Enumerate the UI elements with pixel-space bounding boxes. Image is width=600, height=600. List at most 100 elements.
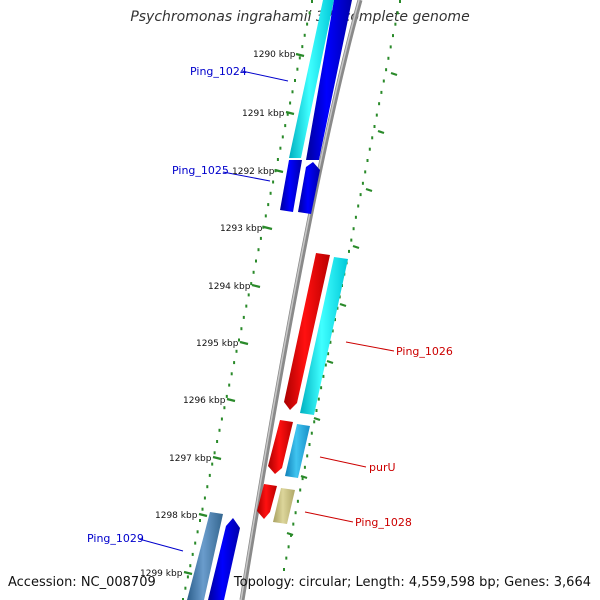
ruler-dot	[206, 485, 209, 489]
leader-Ping_1025	[222, 171, 271, 182]
ruler-dot	[203, 496, 206, 500]
map-title: Psychromonas ingrahamii 37, complete gen…	[130, 9, 470, 25]
leader-purU	[319, 456, 367, 468]
ruler-dot	[350, 238, 353, 242]
ruler-dot	[245, 304, 248, 308]
genome-backbone-highlight	[240, 0, 360, 600]
ruler-dot	[299, 488, 302, 492]
ruler-dot	[233, 361, 236, 365]
ruler-dot	[242, 315, 245, 319]
ruler-tick	[295, 52, 305, 58]
ruler-dot	[272, 180, 275, 184]
ruler-dot	[235, 349, 238, 353]
gene-Ping_1026[interactable]	[284, 253, 348, 415]
ruler-tick	[251, 283, 261, 289]
gene-label-Ping_1026[interactable]: Ping_1026	[396, 345, 453, 358]
ruler-dot	[281, 135, 284, 139]
ruler-dot	[216, 440, 219, 443]
ruler-dot	[322, 374, 325, 378]
gene-Ping_1024-gene[interactable]	[306, 0, 352, 160]
ruler-dot	[269, 191, 272, 195]
ruler-dot	[182, 598, 184, 600]
accession-text: Accession: NC_008709	[8, 575, 156, 590]
ruler-dot	[296, 499, 299, 503]
ruler-dot	[336, 306, 339, 310]
ruler-dot	[208, 473, 211, 477]
ruler-tick	[377, 129, 385, 135]
ruler-dot	[324, 363, 327, 367]
ruler-dot	[392, 34, 394, 38]
ruler-tick	[300, 474, 308, 480]
ruler-dot	[313, 420, 316, 424]
gene-label-Ping_1025[interactable]: Ping_1025	[172, 164, 229, 177]
ruler-dot	[252, 270, 255, 274]
gene-label-Ping_1029[interactable]: Ping_1029	[87, 532, 144, 545]
ruler-dot	[308, 11, 311, 15]
gene-Ping_1026-gene[interactable]	[300, 257, 348, 415]
ruler-label: 1296 kbp	[183, 396, 226, 406]
gene-Ping_1029-cds[interactable]	[187, 512, 223, 600]
ruler-tick	[285, 110, 295, 116]
ruler-dot	[223, 406, 226, 410]
ruler-dot	[279, 146, 282, 150]
ruler-dot	[311, 0, 313, 3]
ruler-dot	[189, 564, 192, 568]
ruler-dot	[378, 102, 381, 106]
gene-Ping_1024[interactable]	[289, 0, 352, 160]
ruler-tick	[274, 168, 284, 174]
gene-Ping_1029[interactable]	[187, 512, 240, 600]
ruler-tick	[263, 225, 273, 231]
gene-Ping_1028-cds[interactable]	[257, 484, 277, 519]
ruler-dot	[291, 90, 294, 94]
ruler-major-ticks	[183, 52, 398, 576]
ruler-tick	[326, 359, 334, 365]
ruler-dot	[315, 409, 318, 412]
ruler-dot	[306, 454, 309, 458]
gene-Ping_1024-cds[interactable]	[289, 0, 334, 158]
ruler-dot	[359, 193, 362, 197]
ruler-labels: 1290 kbp 1291 kbp 1292 kbp 1293 kbp 1294…	[140, 50, 296, 579]
ruler-dot	[301, 477, 304, 481]
ruler-dot	[257, 248, 260, 252]
gene-purU-cds[interactable]	[268, 420, 293, 474]
gene-purU[interactable]	[268, 420, 310, 478]
ruler-dot	[262, 225, 265, 229]
gene-label-Ping_1024[interactable]: Ping_1024	[190, 65, 247, 78]
ruler-dot	[348, 249, 350, 253]
ruler-dot	[331, 329, 334, 333]
ruler-dot	[385, 68, 388, 72]
ruler-dot	[320, 386, 323, 390]
gene-Ping_1029-gene[interactable]	[208, 518, 240, 600]
ruler-dot	[394, 22, 397, 26]
ruler-dot	[184, 586, 187, 590]
ruler-tick	[365, 187, 373, 193]
ruler-dot	[240, 327, 243, 331]
gene-Ping_1025-gene[interactable]	[298, 162, 320, 214]
ruler-dot	[284, 124, 287, 128]
gene-Ping_1025-cds[interactable]	[280, 160, 302, 212]
ruler-label: 1292 kbp	[232, 167, 275, 177]
leader-Ping_1026	[345, 341, 395, 352]
ruler-tick	[286, 531, 294, 537]
gene-Ping_1025[interactable]	[280, 160, 320, 214]
gene-purU-gene[interactable]	[285, 424, 310, 478]
ruler-dot	[352, 227, 355, 231]
ruler-dot	[294, 79, 296, 82]
ruler-dot	[317, 397, 320, 401]
ruler-label: 1297 kbp	[169, 454, 212, 464]
gene-Ping_1028[interactable]	[257, 484, 295, 524]
gene-Ping_1028-gene[interactable]	[273, 488, 295, 524]
ruler-tick	[198, 512, 208, 518]
ruler-label: 1293 kbp	[220, 224, 263, 234]
gene-label-purU[interactable]: purU	[369, 461, 396, 474]
gene-label-Ping_1028[interactable]: Ping_1028	[355, 516, 412, 529]
ruler-dot	[283, 568, 285, 571]
gene-Ping_1026-cds[interactable]	[284, 253, 330, 410]
ruler-dot	[259, 236, 262, 240]
ruler-dot	[303, 465, 306, 469]
ruler-dot	[191, 552, 194, 556]
ruler-dot	[308, 443, 311, 446]
ruler-dot	[294, 511, 297, 515]
ruler-dot	[228, 383, 231, 387]
ruler-dot	[186, 575, 189, 579]
